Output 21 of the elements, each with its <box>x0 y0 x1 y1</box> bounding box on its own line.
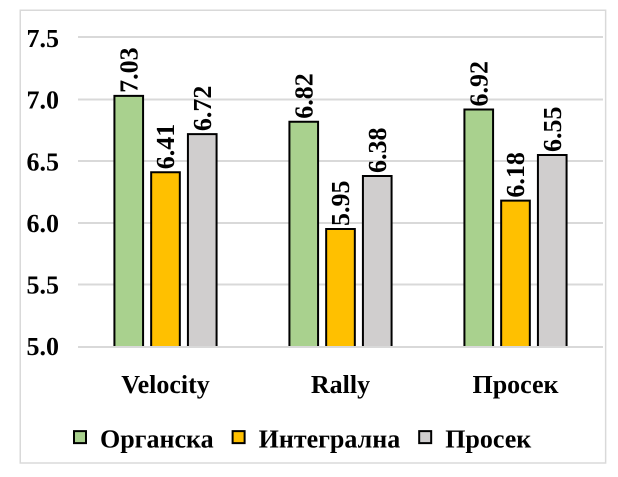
y-tick-label: 5.5 <box>26 270 59 300</box>
legend-label: Просек <box>445 424 532 454</box>
y-tick-label: 6.0 <box>26 208 59 238</box>
data-label: 5.95 <box>326 180 355 226</box>
data-label: 6.72 <box>188 86 217 132</box>
data-label: 6.41 <box>151 124 180 170</box>
legend-label: Органска <box>100 424 214 454</box>
y-tick-label: 5.0 <box>26 332 59 362</box>
data-label: 7.03 <box>114 47 144 93</box>
y-tick-label: 7.5 <box>26 24 59 54</box>
x-tick-label: Просек <box>472 370 559 399</box>
data-label: 6.38 <box>362 127 392 173</box>
y-tick-label: 7.0 <box>26 86 59 115</box>
data-label: 6.18 <box>501 152 530 198</box>
data-label: 6.55 <box>538 106 567 152</box>
legend-label: Интегрална <box>258 424 400 454</box>
y-tick-label: 6.5 <box>26 147 59 176</box>
x-tick-label: Rally <box>310 370 370 399</box>
data-label: 6.82 <box>289 73 318 119</box>
data-label: 6.92 <box>464 60 494 106</box>
x-tick-label: Velocity <box>121 370 210 399</box>
